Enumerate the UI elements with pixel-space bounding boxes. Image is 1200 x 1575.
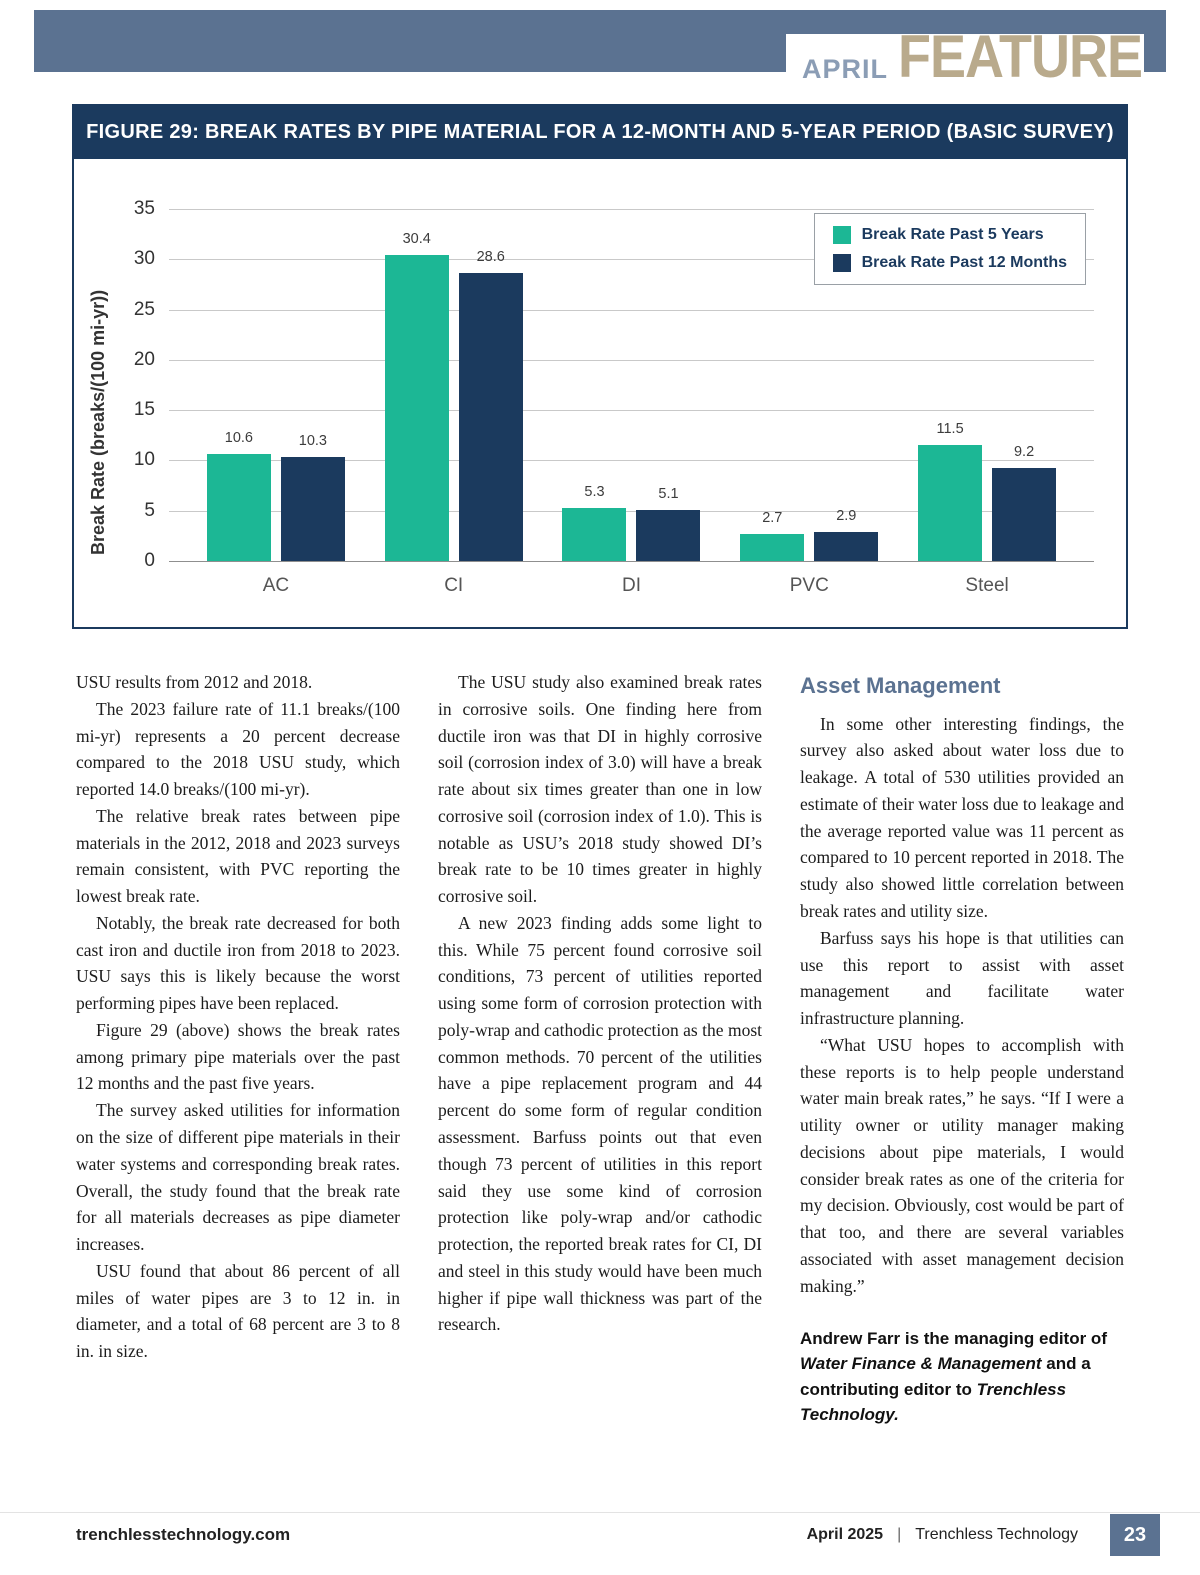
bar-group-pvc: 2.7 2.9 PVC xyxy=(740,209,879,596)
legend-item: Break Rate Past 5 Years xyxy=(832,226,1067,244)
article-column-1: USU results from 2012 and 2018. The 2023 … xyxy=(76,669,400,1428)
article-paragraph: Barfuss says his hope is that utilities … xyxy=(800,927,1124,1029)
gridline xyxy=(169,309,1094,311)
y-tick-label: 20 xyxy=(133,348,155,370)
bar-value-label: 9.2 xyxy=(1013,444,1035,461)
article-paragraph: The survey asked utilities for informati… xyxy=(76,1100,400,1255)
section-heading-asset-management: Asset Management xyxy=(800,673,1001,698)
gridline xyxy=(169,510,1094,512)
byline-text: Andrew Farr is the managing editor of xyxy=(800,1328,1107,1348)
footer-publication: Trenchless Technology xyxy=(915,1526,1078,1543)
plot-region: Break Rate Past 5 Years Break Rate Past 1… xyxy=(109,187,1100,611)
bar-group-di: 5.3 5.1 DI xyxy=(562,209,701,596)
legend-swatch xyxy=(832,254,851,272)
y-tick-label: 15 xyxy=(133,399,155,421)
bar-ci-12mo: 28.6 xyxy=(458,249,523,561)
eyebrow-month: APRIL xyxy=(802,54,888,84)
legend-swatch xyxy=(832,226,851,244)
legend-label: Break Rate Past 5 Years xyxy=(861,226,1044,243)
section-eyebrow: APRIL FEATURE xyxy=(786,27,1144,87)
bar-value-label: 2.7 xyxy=(762,509,783,526)
article-paragraph: Notably, the break rate decreased for bo… xyxy=(76,912,400,1014)
bar-value-label: 11.5 xyxy=(936,421,964,438)
bar-ci-5yr: 30.4 xyxy=(384,231,449,561)
bar-steel-5yr: 11.5 xyxy=(918,421,983,561)
bar-group-ci: 30.4 28.6 CI xyxy=(384,209,523,596)
figure-title: FIGURE 29: BREAK RATES BY PIPE MATERIAL … xyxy=(74,106,1126,159)
bar-di-12mo: 5.1 xyxy=(636,486,701,561)
bar-value-label: 2.9 xyxy=(836,507,857,524)
article-body: USU results from 2012 and 2018. The 2023 … xyxy=(0,669,1200,1428)
y-tick-label: 5 xyxy=(144,499,155,521)
gridline xyxy=(169,259,1094,261)
gridline xyxy=(169,561,1094,562)
y-tick-label: 0 xyxy=(144,550,155,571)
y-tick-label: 25 xyxy=(133,298,155,320)
article-paragraph: Figure 29 (above) shows the break rates … xyxy=(76,1019,400,1094)
bar-group-steel: 11.5 9.2 Steel xyxy=(918,209,1057,596)
bar-value-label: 5.1 xyxy=(658,485,679,502)
bar-pvc-5yr: 2.7 xyxy=(740,510,805,561)
chart-legend: Break Rate Past 5 Years Break Rate Past 1… xyxy=(813,213,1086,285)
article-column-3: Asset Management In some other interesti… xyxy=(800,669,1124,1428)
article-paragraph: The USU study also examined break rates … xyxy=(438,672,762,907)
bar-ac-5yr: 10.6 xyxy=(206,430,271,561)
legend-item: Break Rate Past 12 Months xyxy=(832,254,1067,272)
page-number-badge: 23 xyxy=(1110,1514,1160,1556)
figure-29-box: FIGURE 29: BREAK RATES BY PIPE MATERIAL … xyxy=(72,104,1128,629)
x-category-label: AC xyxy=(262,575,290,596)
footer-separator: | xyxy=(897,1526,902,1543)
y-tick-label: 30 xyxy=(133,248,155,270)
y-tick-label: 10 xyxy=(133,449,155,471)
byline-publication-1: Water Finance & Management xyxy=(800,1354,1042,1373)
article-paragraph: A new 2023 finding adds some light to th… xyxy=(438,912,762,1335)
bar-value-label: 10.6 xyxy=(224,430,254,447)
eyebrow-feature-label: FEATURE xyxy=(898,23,1143,91)
bar-steel-12mo: 9.2 xyxy=(992,444,1057,561)
y-axis-title: Break Rate (breaks/(100 mi-yr)) xyxy=(88,289,108,555)
article-paragraph: The relative break rates between pipe ma… xyxy=(76,805,400,907)
column-3-paragraphs: In some other interesting findings, the … xyxy=(800,711,1124,1300)
x-category-label: DI xyxy=(621,575,641,596)
article-paragraph: “What USU hopes to accomplish with these… xyxy=(800,1034,1124,1296)
article-paragraph: USU results from 2012 and 2018. xyxy=(76,672,313,692)
plot-area: Break Rate Past 5 Years Break Rate Past 1… xyxy=(134,198,1094,596)
gridline xyxy=(169,460,1094,462)
bar-value-label: 5.3 xyxy=(584,483,605,500)
bar-value-label: 10.3 xyxy=(298,433,328,450)
byline-text-2: and a contributing editor to xyxy=(800,1354,1091,1399)
gridline xyxy=(169,410,1094,412)
author-byline: Andrew Farr is the managing editor of Wa… xyxy=(800,1326,1124,1428)
article-column-2: The USU study also examined break rates … xyxy=(438,669,762,1428)
page-footer: trenchlesstechnology.com April 2025 | Tr… xyxy=(0,1512,1200,1557)
y-tick-label: 35 xyxy=(133,198,155,219)
footer-issue-date: April 2025 xyxy=(806,1526,884,1543)
bar-groups: 10.6 10.3 AC 30.4 28.6 CI 5.3 5.1 DI 2.7 2.9 PVC 11.… xyxy=(169,209,1094,596)
byline-publication-2: Trenchless Technology. xyxy=(800,1379,1067,1425)
article-paragraph: The 2023 failure rate of 11.1 breaks/(10… xyxy=(76,698,400,800)
bar-pvc-12mo: 2.9 xyxy=(814,508,879,561)
footer-issue-info: April 2025 | Trenchless Technology 23 xyxy=(807,1514,1200,1556)
bar-value-label: 28.6 xyxy=(476,249,505,266)
article-paragraph: In some other interesting findings, the … xyxy=(800,713,1124,922)
legend-label: Break Rate Past 12 Months xyxy=(861,254,1067,271)
x-category-label: PVC xyxy=(789,575,829,596)
gridline xyxy=(169,209,1094,210)
x-category-label: CI xyxy=(444,575,464,596)
gridline xyxy=(169,359,1094,361)
bar-ac-12mo: 10.3 xyxy=(280,433,345,561)
bar-di-5yr: 5.3 xyxy=(562,484,627,561)
article-paragraph: USU found that about 86 percent of all m… xyxy=(76,1260,400,1362)
bar-group-ac: 10.6 10.3 AC xyxy=(206,209,345,596)
footer-website: trenchlesstechnology.com xyxy=(76,1525,291,1544)
bar-value-label: 30.4 xyxy=(402,231,431,248)
x-category-label: Steel xyxy=(965,575,1009,596)
bar-chart: Break Rate (breaks/(100 mi-yr)) Break Ra… xyxy=(74,159,1126,627)
